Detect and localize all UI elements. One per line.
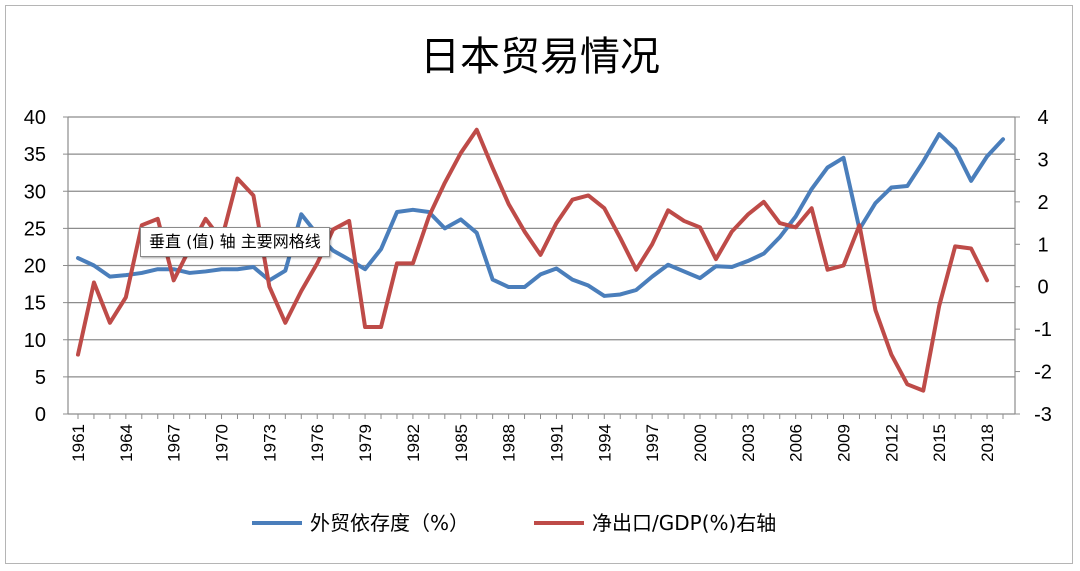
left-tick-label: 40 <box>24 107 46 129</box>
chart-title: 日本贸易情况 <box>420 34 660 80</box>
right-tick-label: 3 <box>1037 149 1048 171</box>
legend: 外贸依存度（%） 净出口/GDP(%)右轴 <box>252 511 776 535</box>
x-tick-label: 2003 <box>739 424 758 462</box>
right-tick-label: -3 <box>1034 404 1052 426</box>
x-tick-label: 2015 <box>930 424 949 462</box>
x-tick-label: 1964 <box>117 424 136 462</box>
x-tick-label: 1973 <box>260 424 279 462</box>
left-tick-label: 10 <box>24 330 46 352</box>
x-tick-label: 1961 <box>69 424 88 462</box>
x-axis-ticks: 1961 1964 1967 1970 1973 1976 1979 1982 1985 1988… <box>69 414 1004 462</box>
x-tick-label: 1985 <box>452 424 471 462</box>
left-tick-label: 0 <box>35 404 46 426</box>
left-tick-label: 15 <box>24 293 46 315</box>
x-tick-label: 1979 <box>356 424 375 462</box>
right-tick-label: -1 <box>1034 319 1052 341</box>
series-line-0 <box>76 132 1005 298</box>
right-tick-label: 4 <box>1037 107 1048 129</box>
left-tick-label: 30 <box>24 181 46 203</box>
left-axis-ticks: 0 5 10 15 20 25 30 35 40 <box>24 107 68 426</box>
legend-label-trade-dependence: 外贸依存度（%） <box>310 511 469 535</box>
left-tick-label: 35 <box>24 144 46 166</box>
x-tick-label: 1994 <box>595 424 614 462</box>
x-tick-label: 1982 <box>404 424 423 462</box>
series-lines <box>76 127 1005 393</box>
x-tick-label: 2000 <box>691 424 710 462</box>
x-tick-label: 2006 <box>787 424 806 462</box>
gridline-tooltip: 垂直 (值) 轴 主要网格线 <box>140 227 330 257</box>
x-tick-label: 1997 <box>643 424 662 462</box>
left-tick-label: 25 <box>24 218 46 240</box>
chart-frame <box>5 5 1073 564</box>
series-points-1 <box>77 129 988 391</box>
x-tick-label: 2012 <box>882 424 901 462</box>
x-tick-label: 1991 <box>547 424 566 462</box>
x-tick-label: 1967 <box>165 424 184 462</box>
right-tick-label: 0 <box>1037 277 1048 299</box>
x-tick-label: 1976 <box>308 424 327 462</box>
x-tick-label: 2018 <box>978 424 997 462</box>
series-line-1 <box>76 127 990 393</box>
x-tick-label: 2009 <box>835 424 854 462</box>
left-tick-label: 5 <box>35 367 46 389</box>
left-tick-label: 20 <box>24 256 46 278</box>
x-tick-label: 1970 <box>213 424 232 462</box>
x-tick-label: 1988 <box>500 424 519 462</box>
right-tick-label: 2 <box>1037 192 1048 214</box>
right-axis-ticks: -3 -2 -1 0 1 2 3 4 <box>1015 107 1052 426</box>
series-points-0 <box>77 134 1004 296</box>
legend-label-net-exports: 净出口/GDP(%)右轴 <box>592 511 776 535</box>
right-tick-label: -2 <box>1034 362 1052 384</box>
right-tick-label: 1 <box>1037 234 1048 256</box>
